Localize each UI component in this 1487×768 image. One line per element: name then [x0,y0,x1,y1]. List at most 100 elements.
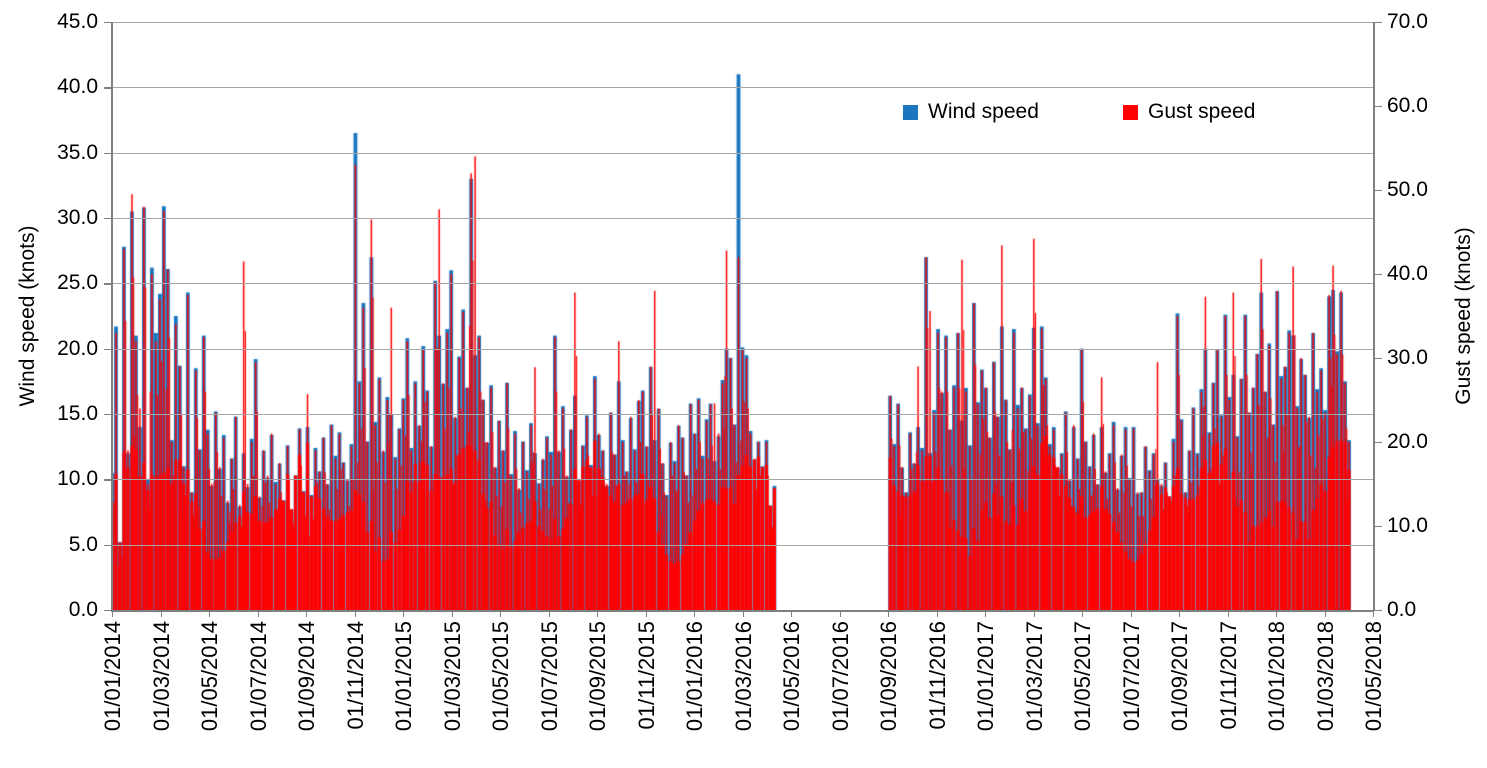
x-axis-tick-label: 01/05/2018 [1361,621,1386,732]
x-axis-tick-label: 01/01/2017 [973,621,998,732]
left-axis-tick-label: 20.0 [57,336,98,360]
x-axis-tick-label: 01/11/2017 [1215,621,1241,730]
gridline [112,152,1373,154]
gridline [112,479,1373,481]
left-axis-tick-label: 15.0 [57,402,98,425]
x-axis-tick-label: 01/09/2017 [1167,621,1192,732]
left-axis-tick [104,544,112,547]
x-axis-tick [1276,610,1278,617]
left-axis-tick-label: 10.0 [57,467,98,491]
x-axis-tick-label: 01/09/2016 [876,621,901,732]
right-axis-tick-label: 10.0 [1387,514,1428,537]
legend-label-gust: Gust speed [1148,100,1256,123]
left-axis-tick-label: 40.0 [57,75,98,99]
x-axis-tick-label: 01/11/2016 [924,621,950,730]
gridline [112,22,1373,23]
left-axis-tick [104,87,112,89]
x-axis-tick-label: 01/09/2015 [585,621,610,732]
x-axis-tick [354,610,356,617]
gridline [112,414,1373,415]
right-axis-tick [1374,442,1382,444]
x-axis-tick-label: 01/07/2016 [827,621,853,732]
right-axis-tick [1374,526,1382,528]
x-axis-tick [1130,610,1132,617]
right-axis-tick [1374,190,1382,192]
x-axis-tick [742,610,744,617]
right-axis-tick-label: 20.0 [1387,430,1428,453]
x-axis-tick-label: 01/03/2017 [1021,621,1047,732]
right-axis-tick-label: 30.0 [1387,346,1428,369]
x-axis-tick-label: 01/05/2014 [197,621,222,732]
x-axis-tick [1082,610,1084,617]
left-axis-tick [104,152,112,155]
x-axis-tick [403,610,405,617]
gridline [112,348,1373,350]
x-axis-tick [791,610,793,617]
left-axis-line [111,22,113,610]
x-axis-tick [936,610,938,617]
x-axis-tick [985,610,987,617]
left-axis-tick [104,22,112,24]
x-axis-tick [209,610,211,617]
x-axis-tick-label: 01/01/2014 [100,621,125,732]
left-axis-tick [104,348,112,351]
x-axis-tick-label: 01/11/2015 [633,621,659,730]
x-axis-tick [306,610,308,617]
x-axis-tick [160,610,162,617]
left-axis-tick [104,479,112,481]
x-axis-tick [500,610,502,617]
left-axis-tick-label: 45.0 [57,10,98,33]
x-axis-tick-label: 01/09/2014 [294,621,319,732]
x-axis-tick [839,610,841,617]
x-axis-tick [1179,610,1181,617]
left-axis-tick-label: 30.0 [57,206,98,229]
right-axis-tick [1374,106,1382,108]
x-axis-tick [451,610,453,617]
x-axis-tick [1324,610,1326,617]
x-axis-tick [257,610,259,617]
x-axis-tick [645,610,647,617]
left-axis-tick [104,610,112,612]
x-axis-tick [888,610,890,617]
x-axis-tick-label: 01/07/2017 [1118,621,1144,732]
x-axis-tick-label: 01/07/2014 [245,621,271,732]
right-axis-tick-label: 0.0 [1387,598,1417,621]
legend-item-gust[interactable]: Gust speed [1123,100,1255,124]
right-axis-tick-label: 60.0 [1387,94,1428,117]
left-axis-tick [104,283,112,285]
gust-series-swatch [1123,104,1138,120]
x-axis-tick-label: 01/11/2014 [342,621,368,730]
x-axis-tick-label: 01/05/2016 [779,621,804,732]
right-axis-line [1373,22,1375,610]
wind-series-swatch [903,104,918,120]
gridline [112,218,1373,219]
x-axis-tick-label: 01/05/2015 [488,621,513,732]
right-axis-tick [1374,358,1382,360]
x-axis-tick [548,610,550,617]
x-axis-tick-label: 01/01/2018 [1264,621,1289,732]
gridline [112,87,1373,89]
x-axis-tick [1373,610,1375,617]
x-axis-tick-label: 01/01/2015 [391,621,416,732]
x-axis-tick [694,610,696,617]
x-axis-tick [1227,610,1229,617]
x-axis-tick-label: 01/05/2017 [1070,621,1095,732]
legend-item-wind[interactable]: Wind speed [903,100,1039,124]
x-axis-tick [112,610,114,617]
x-axis-tick-label: 01/01/2016 [682,621,707,732]
right-axis-title: Gust speed (knots) [1452,227,1475,405]
left-axis-tick-label: 5.0 [68,532,98,556]
x-axis-tick [597,610,599,617]
left-axis-tick-label: 35.0 [57,140,98,164]
x-axis-tick-label: 01/07/2015 [536,621,562,732]
right-axis-tick [1374,22,1382,24]
left-axis-tick-label: 0.0 [68,598,98,621]
x-axis-tick-label: 01/03/2014 [148,621,174,732]
legend-label-wind: Wind speed [928,100,1039,123]
left-axis-title: Wind speed (knots) [16,225,39,407]
right-axis-tick [1374,274,1382,276]
x-axis-tick-label: 01/03/2018 [1312,621,1338,732]
chart-canvas [112,22,1373,610]
x-axis-tick-label: 01/03/2015 [439,621,465,732]
